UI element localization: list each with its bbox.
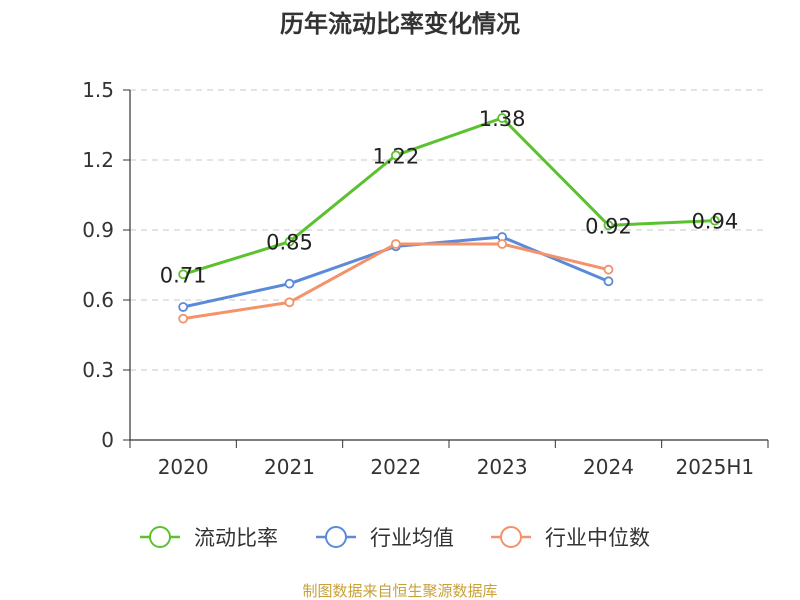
- data-label: 0.85: [266, 231, 313, 255]
- y-tick-label: 1.2: [82, 148, 114, 172]
- x-tick-label: 2022: [370, 455, 421, 479]
- data-point: [178, 302, 189, 312]
- grid-lines: [130, 89, 768, 371]
- data-label: 0.92: [585, 214, 632, 238]
- data-point: [603, 264, 614, 275]
- data-label: 1.22: [372, 144, 419, 168]
- data-point: [497, 239, 508, 249]
- series-layer: 0.71 0.85 1.22 1.38 0.92 0.94: [160, 107, 738, 324]
- data-point: [284, 236, 295, 247]
- data-point: [497, 113, 508, 123]
- y-tick-label: 0.3: [82, 358, 114, 382]
- data-point: [390, 239, 401, 249]
- legend-label: 流动比率: [194, 526, 278, 550]
- x-tick-label: 2020: [158, 455, 209, 479]
- legend-marker: [149, 526, 171, 548]
- data-point: [284, 278, 295, 289]
- data-point: [178, 269, 189, 280]
- data-point: [709, 215, 720, 226]
- x-tick-label: 2023: [477, 455, 528, 479]
- data-point: [178, 313, 189, 324]
- source-note: 制图数据来自恒生聚源数据库: [302, 582, 497, 600]
- chart-title: 历年流动比率变化情况: [280, 10, 520, 38]
- axes: 0 0.3 0.6 0.9 1.2 1.5 2020 2021 2022 2023 2024 2025…: [82, 78, 769, 479]
- legend-label: 行业中位数: [545, 526, 650, 550]
- data-label: 1.38: [479, 107, 526, 131]
- y-tick-label: 0: [101, 428, 114, 452]
- legend-marker: [325, 526, 347, 548]
- y-tick-label: 1.5: [82, 78, 114, 102]
- x-tick-label: 2024: [583, 455, 634, 479]
- legend: 流动比率 行业均值 行业中位数: [140, 526, 650, 550]
- legend-label: 行业均值: [370, 526, 454, 550]
- data-point: [603, 220, 614, 231]
- legend-marker: [500, 526, 522, 548]
- data-point: [284, 297, 295, 308]
- x-tick-label: 2025H1: [675, 455, 754, 479]
- data-point: [390, 150, 401, 161]
- y-tick-label: 0.9: [82, 218, 114, 242]
- series-line-0: [182, 116, 715, 276]
- data-label: 0.94: [691, 210, 738, 234]
- data-point: [603, 276, 614, 287]
- data-label: 0.71: [160, 263, 207, 287]
- x-tick-label: 2021: [264, 455, 315, 479]
- y-tick-label: 0.6: [82, 288, 114, 312]
